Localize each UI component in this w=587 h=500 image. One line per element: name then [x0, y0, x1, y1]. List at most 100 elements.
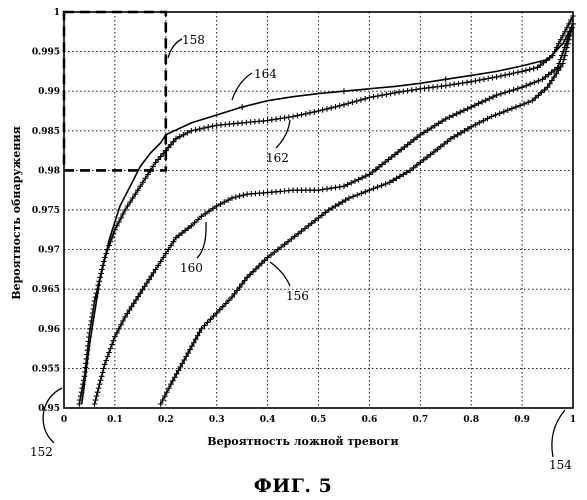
x-tick-label: 0 [61, 415, 67, 425]
series-162-marker [350, 100, 356, 106]
series-160-marker [99, 374, 105, 380]
series-160-marker [337, 184, 343, 190]
series-162-marker [341, 102, 347, 108]
series-162-marker [95, 282, 101, 288]
x-tick-label: 0.5 [311, 415, 327, 425]
series-160-marker [333, 185, 339, 191]
y-tick-label: 0.96 [38, 325, 60, 335]
y-axis-title: Вероятность обнаружения [10, 126, 23, 300]
series-162-marker [485, 76, 491, 82]
series-162-marker [96, 279, 102, 285]
series-162-marker [523, 68, 529, 74]
series-164 [82, 24, 573, 404]
series-line-164 [82, 24, 573, 404]
series-162-marker [460, 80, 466, 86]
series-162-marker [527, 67, 533, 73]
series-162-marker [375, 93, 381, 99]
y-tick-label: 0.995 [32, 48, 60, 58]
series-162-marker [468, 79, 474, 85]
series-162-marker [328, 105, 334, 111]
series-160 [92, 21, 576, 407]
tick-labels: 00.10.20.30.40.50.60.70.80.910.950.9550.… [32, 8, 576, 425]
ref-label-164: 164 [254, 67, 277, 81]
series-160-marker [233, 194, 239, 200]
series-162-marker [101, 259, 107, 265]
x-tick-label: 1 [570, 415, 576, 425]
series-162-marker [98, 271, 104, 277]
series-160-marker [97, 381, 103, 387]
series-160-marker [241, 192, 247, 198]
series-162-marker [290, 114, 296, 120]
series-160-marker [100, 370, 106, 376]
series-162-marker [278, 116, 284, 122]
series-162-marker [519, 69, 525, 75]
series-line-160 [95, 24, 574, 404]
series-160-marker [498, 91, 504, 97]
ref-label-162: 162 [266, 151, 289, 165]
series-162-marker [205, 124, 211, 130]
series-162-marker [312, 109, 318, 115]
series-160-marker [515, 86, 521, 92]
leader-line-164 [232, 73, 252, 100]
x-tick-label: 0.3 [209, 415, 225, 425]
series-162-marker [473, 78, 479, 84]
series-162-marker [511, 70, 517, 76]
x-axis-title: Вероятность ложной тревоги [207, 435, 398, 448]
series-160-marker [96, 385, 102, 391]
series-156 [158, 21, 576, 407]
series-162-marker [396, 89, 402, 95]
figure-caption: ФИГ. 5 [254, 475, 333, 497]
y-tick-label: 0.955 [32, 364, 60, 374]
series-162-marker [409, 87, 415, 93]
ref-label-152: 152 [30, 445, 53, 459]
y-tick-label: 0.99 [38, 87, 60, 97]
x-tick-label: 0.7 [412, 415, 428, 425]
ref-label-154: 154 [549, 458, 572, 472]
series-160-marker [94, 393, 100, 399]
series-162-marker [498, 73, 504, 79]
series-162-marker [531, 66, 537, 72]
dashed-box-158 [64, 12, 166, 170]
series-162-marker [379, 92, 385, 98]
series-162-marker [490, 75, 496, 81]
series-162-marker [464, 80, 470, 86]
series-162-marker [307, 110, 313, 116]
leader-line-162 [276, 120, 290, 148]
ref-label-156: 156 [286, 289, 309, 303]
series-160-marker [316, 187, 322, 193]
series-162-marker [100, 263, 106, 269]
series-162-marker [273, 116, 279, 122]
series-162-marker [507, 71, 513, 77]
series-162-marker [345, 101, 351, 107]
series-162-marker [269, 117, 275, 123]
series-162-marker [303, 111, 309, 117]
leader-line-152 [43, 388, 62, 443]
series-160-marker [237, 193, 243, 199]
series-162-marker [265, 118, 271, 124]
series-162-marker [295, 113, 301, 119]
x-tick-label: 0.8 [463, 415, 479, 425]
series-162-marker [456, 81, 462, 87]
y-tick-label: 0.98 [38, 166, 60, 176]
series-160-marker [328, 185, 334, 191]
series-162-marker [371, 94, 377, 100]
series-162-marker [362, 96, 368, 102]
series-160-marker [101, 366, 107, 372]
y-tick-label: 0.985 [32, 127, 60, 137]
leader-line-154 [552, 410, 565, 457]
series-162-marker [447, 82, 453, 88]
series-160-marker [93, 397, 99, 403]
series-162-marker [481, 77, 487, 83]
series-162-marker [210, 123, 216, 129]
series-162-marker [426, 85, 432, 91]
series-162-marker [333, 104, 339, 110]
ref-label-158: 158 [182, 33, 205, 47]
series-162-marker [324, 106, 330, 112]
series-162-marker [502, 72, 508, 78]
y-tick-label: 0.97 [38, 246, 60, 256]
series-162-marker [282, 115, 288, 121]
series-162-marker [384, 92, 390, 98]
y-tick-label: 0.965 [32, 285, 60, 295]
leader-line-156 [270, 262, 290, 286]
y-tick-label: 1 [54, 8, 60, 18]
